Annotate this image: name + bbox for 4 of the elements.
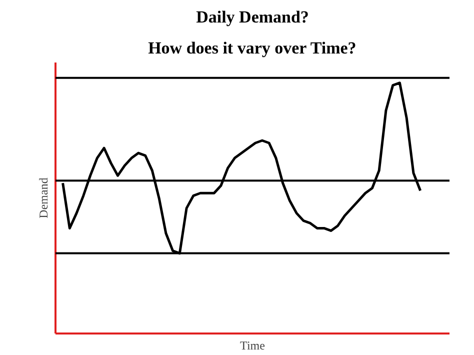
y-axis-title: Demand xyxy=(36,178,50,218)
chart-subtitle: How does it vary over Time? xyxy=(148,38,356,58)
x-axis-title: Time xyxy=(240,338,265,352)
chart-title: Daily Demand? xyxy=(196,8,309,26)
